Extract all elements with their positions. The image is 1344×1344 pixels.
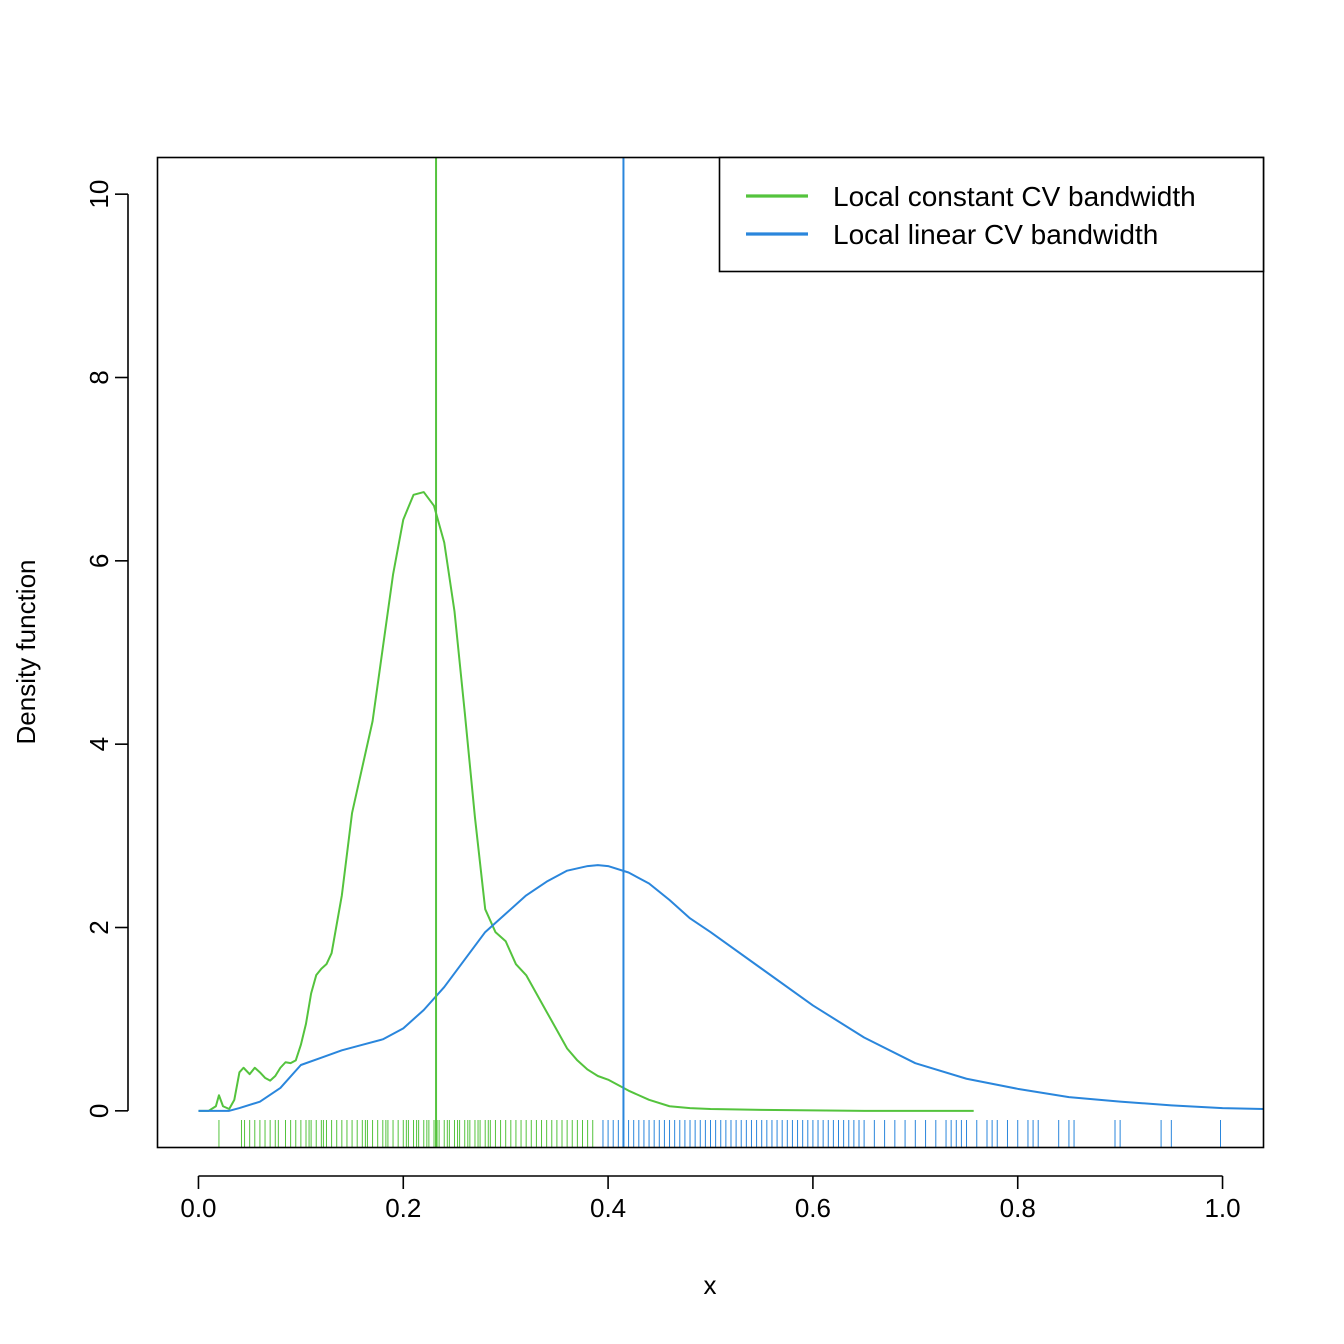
x-tick-label: 0.6 — [795, 1193, 831, 1223]
x-tick-label: 0.2 — [385, 1193, 421, 1223]
y-axis: 0 2 4 6 8 10 — [84, 180, 129, 1118]
y-tick-label: 6 — [84, 554, 114, 568]
series-line-local-linear — [198, 864, 1264, 1112]
x-tick-label: 0.4 — [590, 1193, 626, 1223]
y-tick-label: 8 — [84, 370, 114, 384]
plot-frame — [156, 156, 1265, 1149]
x-axis-title: x — [704, 1270, 717, 1300]
y-axis-title: Density function — [11, 560, 41, 745]
x-tick-label: 0.0 — [180, 1193, 216, 1223]
rug-layer — [218, 1120, 1221, 1148]
legend: Local constant CV bandwidth Local linear… — [718, 156, 1265, 273]
y-tick-label: 10 — [84, 180, 114, 209]
bandwidth-lines-layer — [435, 157, 625, 1148]
x-axis: 0.0 0.2 0.4 0.6 0.8 1.0 — [180, 1175, 1241, 1223]
series-lines-layer — [198, 491, 1264, 1112]
x-tick-label: 0.8 — [1000, 1193, 1036, 1223]
y-tick-label: 0 — [84, 1104, 114, 1118]
y-tick-label: 2 — [84, 920, 114, 934]
series-line-local-constant — [198, 491, 974, 1112]
legend-box — [718, 156, 1265, 273]
y-tick-label: 4 — [84, 737, 114, 751]
x-tick-label: 1.0 — [1204, 1193, 1240, 1223]
legend-label-local-constant: Local constant CV bandwidth — [833, 181, 1196, 212]
legend-label-local-linear: Local linear CV bandwidth — [833, 219, 1158, 250]
